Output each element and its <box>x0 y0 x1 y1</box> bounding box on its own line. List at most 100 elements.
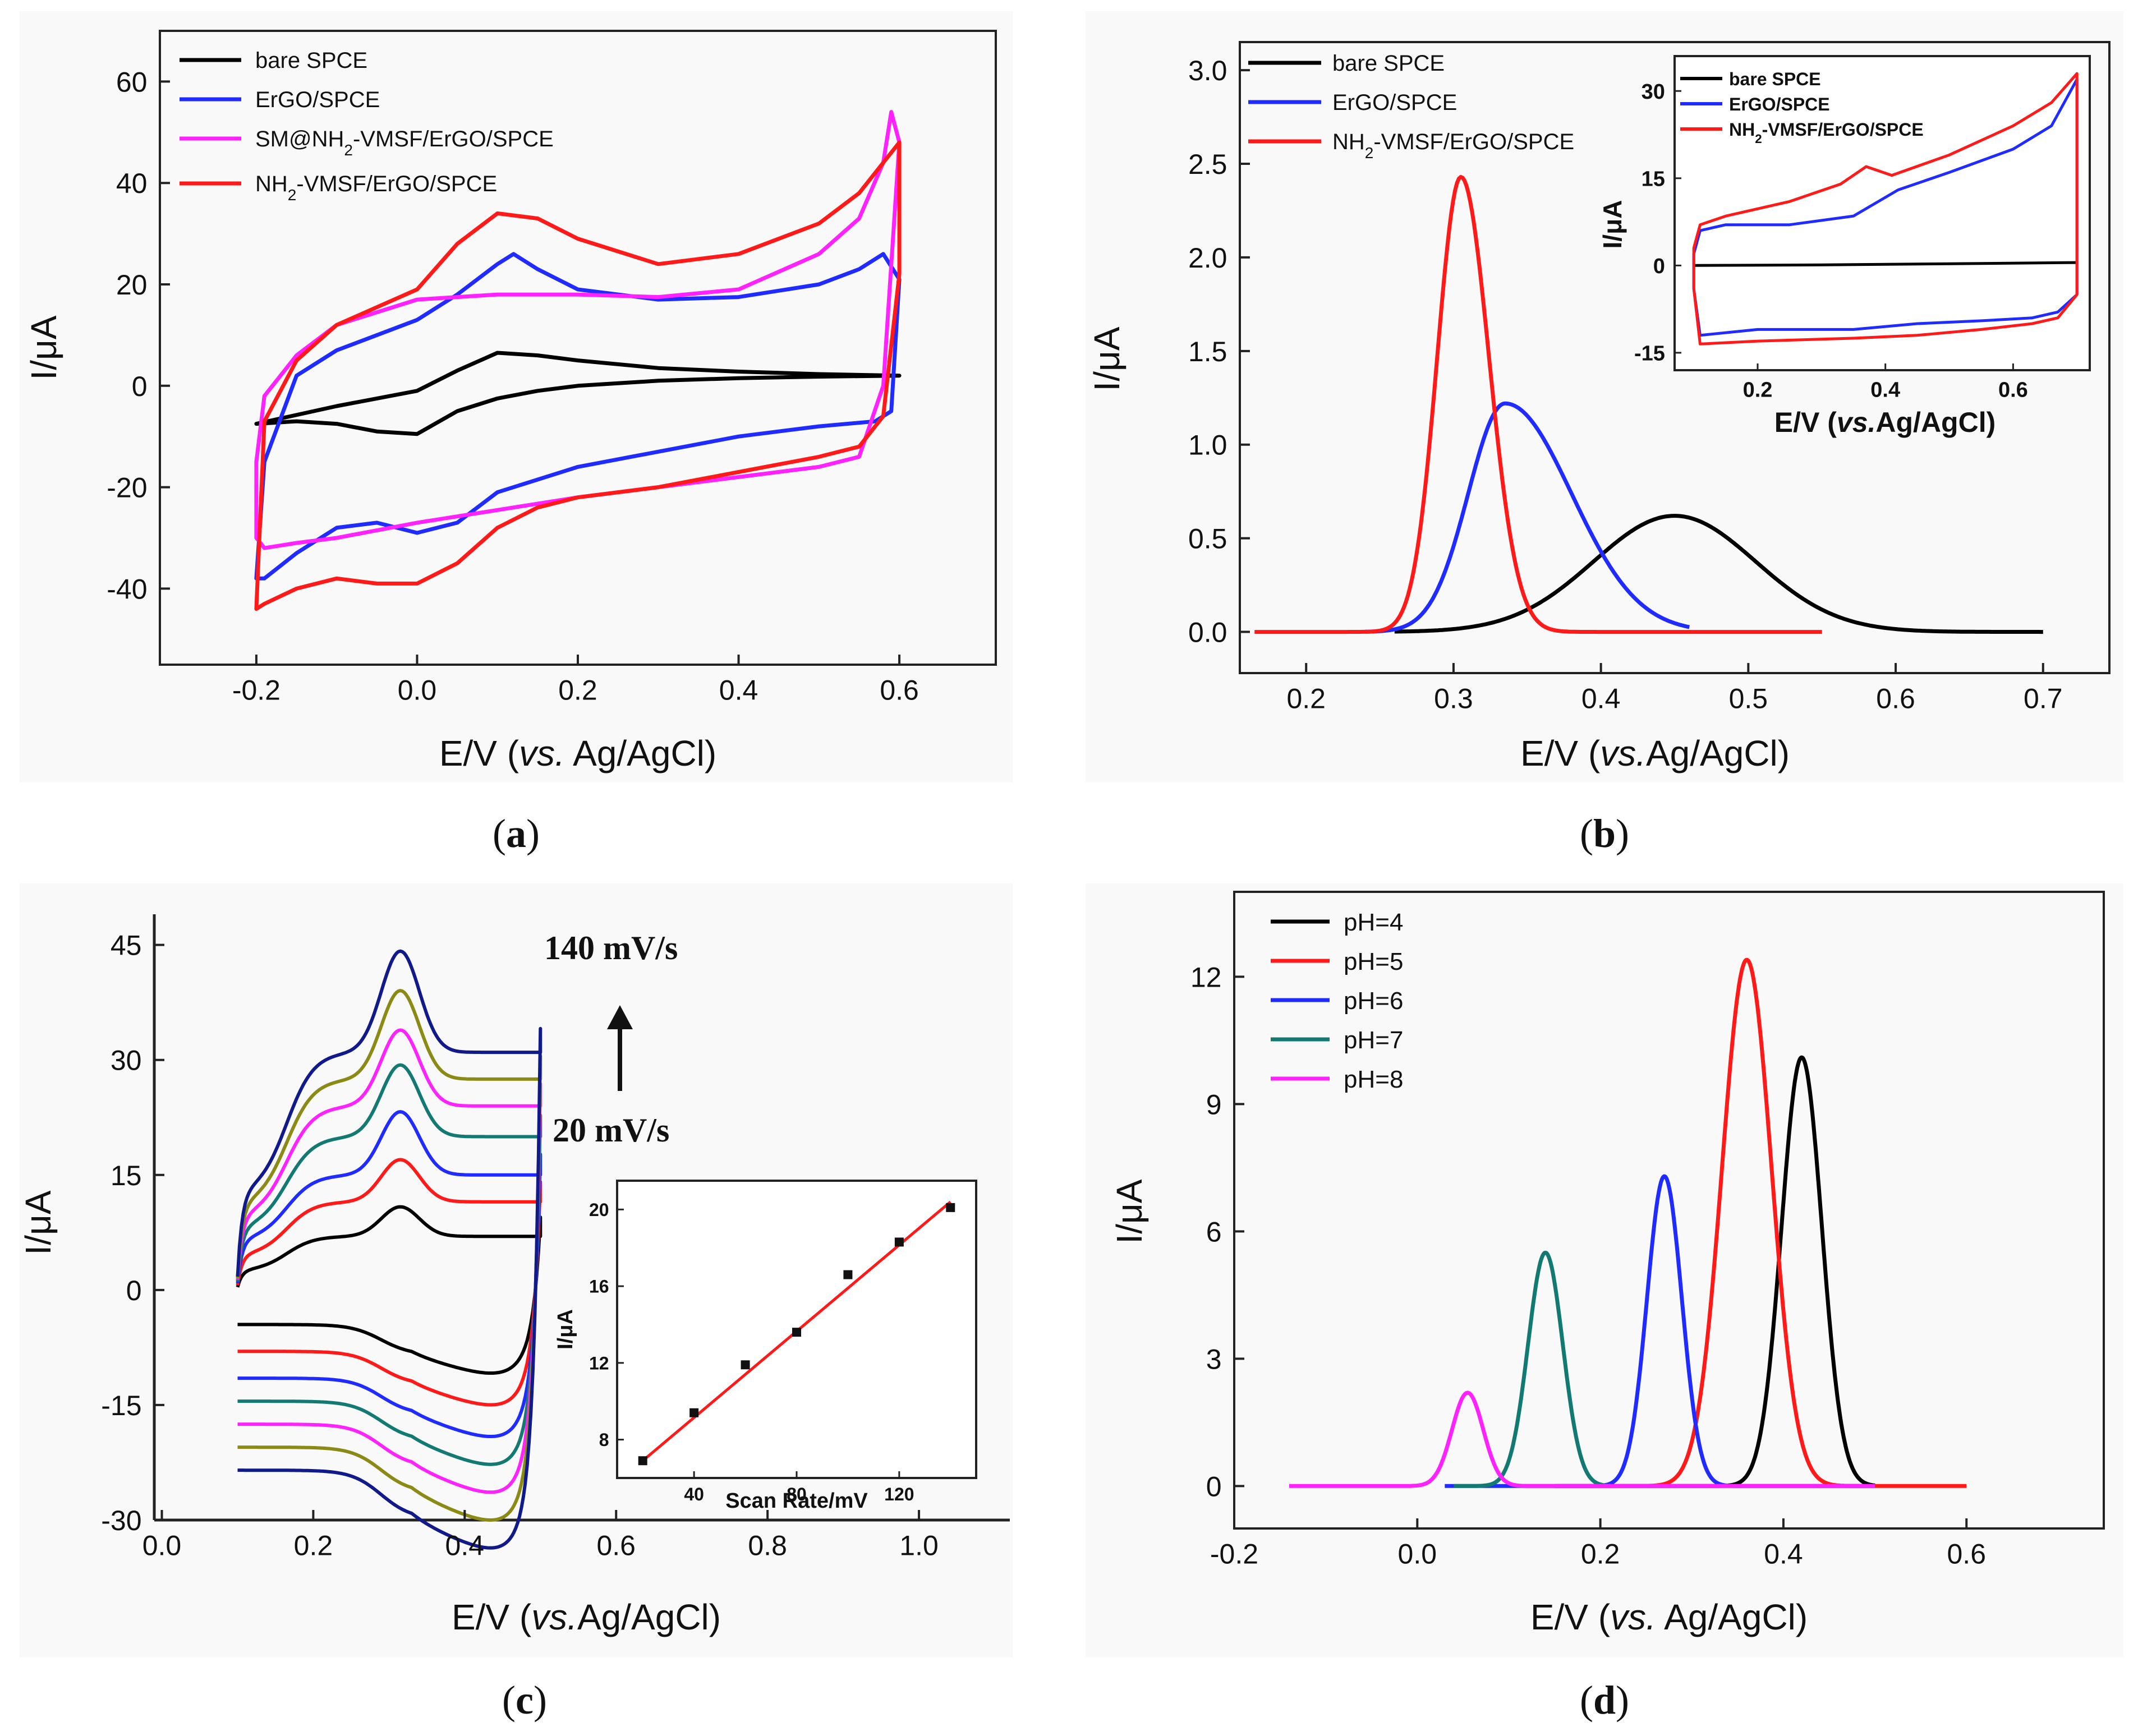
panel-b-ytick-label-0: 0.0 <box>1188 617 1227 648</box>
legend-label-d-0: pH=4 <box>1344 909 1403 936</box>
panel-c-inset-ytick-label-0: 8 <box>599 1430 609 1450</box>
panel-a-caption-letter: a <box>506 811 526 856</box>
panel-b-inset-legend: bare SPCE ErGO/SPCE NH2-VMSF/ErGO/SPCE <box>1680 69 1924 146</box>
panel-a-xtick-label-1: 0.0 <box>398 675 437 706</box>
panel-c-inset-point-1 <box>689 1408 699 1417</box>
panel-a-plot: -0.2 0.0 0.2 0.4 0.6 -40 -20 0 20 40 60 bare SPCE … <box>24 30 997 773</box>
legend-label-a-3: NH2-VMSF/ErGO/SPCE <box>255 172 497 204</box>
panel-b-ytick-label-4: 2.0 <box>1188 242 1227 274</box>
legend-label-binset-1: ErGO/SPCE <box>1729 94 1830 114</box>
legend-label-b-0: bare SPCE <box>1332 51 1445 76</box>
panel-d-xtick-label-1: 0.0 <box>1398 1539 1437 1570</box>
panel-b-inset-series <box>1692 72 2079 346</box>
panel-d-series-4 <box>1289 1390 1875 1488</box>
panel-d-xtick-label-3: 0.4 <box>1764 1539 1803 1570</box>
panel-c-axes: 0.0 0.2 0.4 0.6 0.8 1.0 -30 -15 0 15 30 45 <box>101 930 939 1562</box>
panel-c-annotation-top: 140 mV/s <box>544 929 678 966</box>
panel-b-inset: 0.2 0.4 0.6 -15 0 15 30 bare SPCE ErGO/SPCE NH… <box>1598 55 2091 438</box>
panel-b-inset-xlabel-italic: vs. <box>1837 407 1876 438</box>
panel-c-inset-xtick-label-1: 80 <box>787 1484 807 1504</box>
legend-label-d-2: pH=6 <box>1344 987 1403 1015</box>
panel-b-caption-letter: b <box>1593 811 1616 856</box>
panel-b-series <box>1254 174 2043 634</box>
panel-a-xtick-label-2: 0.2 <box>558 675 597 706</box>
panel-d-series <box>1289 957 1967 1488</box>
panel-c-xtick-label-2: 0.4 <box>445 1530 485 1562</box>
panel-d-frame <box>1233 891 2105 1530</box>
panel-c-arrow-head <box>607 1005 633 1029</box>
panel-d-caption-letter: d <box>1593 1678 1616 1723</box>
panel-a-axes: -0.2 0.0 0.2 0.4 0.6 -40 -20 0 20 40 60 <box>107 66 919 706</box>
panel-d-xlabel-italic: vs. <box>1610 1597 1656 1637</box>
panel-b-inset-series-2 <box>1692 72 2079 346</box>
panel-b-inset-xlabel-suffix: Ag/AgCl) <box>1875 407 1996 438</box>
panel-b-inset-series-0 <box>1694 261 2077 267</box>
panel-b-ylabel: I/μA <box>1087 326 1127 391</box>
panel-d-plot: -0.2 0.0 0.2 0.4 0.6 0 3 6 9 12 pH=4 pH=5 pH=6 pH… <box>1109 891 2105 1637</box>
panel-b-xtick-label-5: 0.7 <box>2024 683 2063 715</box>
panel-a-ytick-label-5: 60 <box>116 66 148 98</box>
legend-label-a-0: bare SPCE <box>255 48 367 73</box>
panel-d-ytick-label-0: 0 <box>1206 1471 1222 1502</box>
panel-b-inset-ytick-label-2: 15 <box>1642 167 1665 191</box>
panel-d-ytick-label-2: 6 <box>1206 1216 1222 1247</box>
panel-b-inset-xtick-label-0: 0.2 <box>1743 379 1773 402</box>
panel-b-xlabel-suffix: Ag/AgCl) <box>1646 733 1790 773</box>
panel-c-xlabel-suffix: Ag/AgCl) <box>577 1597 721 1637</box>
panel-c: 0.0 0.2 0.4 0.6 0.8 1.0 -30 -15 0 15 30 45 140 mV/s… <box>18 883 1013 1723</box>
panel-b-ytick-label-5: 2.5 <box>1188 149 1227 180</box>
panel-d-ytick-label-3: 9 <box>1206 1089 1222 1120</box>
panel-c-annotation-bottom: 20 mV/s <box>553 1112 669 1149</box>
panel-a-ytick-label-4: 40 <box>116 168 148 199</box>
panel-a: -0.2 0.0 0.2 0.4 0.6 -40 -20 0 20 40 60 bare SPCE … <box>20 11 1013 856</box>
panel-b-inset-ytick-label-0: -15 <box>1634 342 1665 366</box>
panel-b-xlabel-italic: vs. <box>1600 733 1646 773</box>
panel-b-inset-xlabel: E/V (vs.Ag/AgCl) <box>1774 407 1996 438</box>
panel-c-inset-xtick-label-2: 120 <box>884 1484 914 1504</box>
panel-b-ytick-label-3: 1.5 <box>1188 336 1227 367</box>
panel-c-caption: (c) <box>502 1678 547 1723</box>
legend-label-a-2: SM@NH2-VMSF/ErGO/SPCE <box>255 127 554 159</box>
panel-d-ylabel: I/μA <box>1109 1179 1150 1244</box>
panel-b-inset-xlabel-prefix: E/V ( <box>1774 407 1837 438</box>
panel-d-xlabel: E/V (vs. Ag/AgCl) <box>1530 1597 1808 1637</box>
panel-b-ytick-label-6: 3.0 <box>1188 55 1227 86</box>
panel-c-inset-ytick-label-1: 12 <box>589 1353 609 1373</box>
panel-a-caption: (a) <box>493 811 540 856</box>
panel-c-inset-ytick-label-3: 20 <box>589 1200 609 1220</box>
panel-c-xlabel-italic: vs. <box>531 1597 577 1637</box>
panel-d-ytick-label-1: 3 <box>1206 1343 1222 1375</box>
panel-c-inset: 40 80 120 8 12 16 20 I/μA Scan Rate/mV <box>554 1180 977 1513</box>
panel-c-ylabel: I/μA <box>18 1190 58 1255</box>
panel-b-xlabel-prefix: E/V ( <box>1520 733 1600 773</box>
panel-d-ytick-label-4: 12 <box>1190 961 1222 993</box>
panel-b-frame <box>1239 41 2111 674</box>
panel-c-caption-letter: c <box>516 1678 534 1723</box>
legend-label-b-2: NH2-VMSF/ErGO/SPCE <box>1332 130 1574 162</box>
panel-a-ytick-label-3: 20 <box>116 269 148 301</box>
panel-c-inset-series <box>638 1200 955 1466</box>
panel-b-inset-xtick-label-2: 0.6 <box>1998 379 2028 402</box>
legend-label-d-3: pH=7 <box>1344 1026 1403 1054</box>
legend-label-binset-0: bare SPCE <box>1729 69 1821 89</box>
panel-b-legend: bare SPCE ErGO/SPCE NH2-VMSF/ErGO/SPCE <box>1248 51 1574 162</box>
panel-d: -0.2 0.0 0.2 0.4 0.6 0 3 6 9 12 pH=4 pH=5 pH=6 pH… <box>1086 883 2123 1723</box>
panel-d-xlabel-suffix: Ag/AgCl) <box>1656 1597 1808 1637</box>
panel-c-xtick-label-3: 0.6 <box>596 1530 636 1562</box>
panel-c-inset-point-4 <box>843 1270 853 1279</box>
panel-b-xtick-label-4: 0.6 <box>1876 683 1915 715</box>
panel-c-xtick-label-4: 0.8 <box>748 1530 787 1562</box>
panel-b-ytick-label-1: 0.5 <box>1188 523 1227 555</box>
panel-c-inset-point-6 <box>946 1203 955 1212</box>
panel-c-ytick-label-5: 45 <box>111 930 142 961</box>
panel-b-inset-frame <box>1673 55 2091 371</box>
panel-b-xlabel: E/V (vs.Ag/AgCl) <box>1520 733 1790 773</box>
panel-c-plot: 0.0 0.2 0.4 0.6 0.8 1.0 -30 -15 0 15 30 45 140 mV/s… <box>18 914 1010 1637</box>
panel-b-axes: 0.2 0.3 0.4 0.5 0.6 0.7 0.0 0.5 1.0 1.5 2.0 2.5 3.0 <box>1188 55 2063 714</box>
panel-c-inset-point-3 <box>792 1328 801 1337</box>
panel-c-ytick-label-2: 0 <box>126 1275 142 1306</box>
panel-c-inset-point-2 <box>741 1360 750 1370</box>
panel-a-ytick-label-2: 0 <box>132 371 148 402</box>
panel-b-series-0 <box>1394 514 2043 634</box>
